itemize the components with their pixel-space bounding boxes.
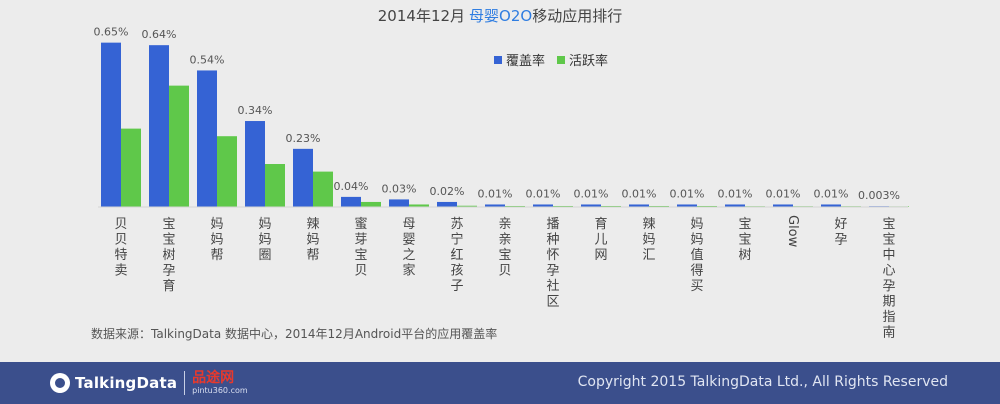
category-label-1: 宝宝树孕育 — [162, 217, 175, 294]
data-label-group: 0.65% 0.64% 0.54% 0.34% 0.23% 0.04% 0.03% 0.02%… — [94, 26, 900, 203]
data-label-13: 0.01% — [718, 187, 753, 200]
bar-active-1 — [169, 85, 189, 207]
bar-coverage-9 — [533, 204, 553, 207]
source-note: 数据来源：TalkingData 数据中心，2014年12月Android平台的… — [91, 326, 497, 341]
bar-active-0 — [121, 128, 141, 207]
bar-active-10 — [601, 205, 621, 207]
bar-coverage-2 — [197, 70, 217, 207]
title-highlight: 母婴O2O — [469, 7, 532, 25]
bar-coverage-12 — [677, 204, 697, 207]
footer-bar: TalkingData 品途网 pintu360.com Copyright 2… — [0, 362, 1000, 404]
data-label-14: 0.01% — [766, 187, 801, 200]
category-label-7: 苏宁红孩子 — [450, 216, 463, 294]
bar-active-3 — [265, 164, 285, 207]
data-label-7: 0.02% — [430, 185, 465, 198]
bar-active-8 — [505, 205, 525, 207]
legend-swatch-coverage — [494, 56, 502, 64]
bar-coverage-11 — [629, 204, 649, 207]
legend-label-active: 活跃率 — [569, 53, 608, 69]
data-label-1: 0.64% — [142, 28, 177, 41]
category-label-12: 妈妈值得买 — [690, 217, 703, 294]
bar-active-12 — [697, 205, 717, 207]
data-label-4: 0.23% — [286, 132, 321, 145]
brand-area: TalkingData 品途网 pintu360.com — [50, 370, 248, 396]
partner-name: 品途网 — [192, 370, 235, 386]
brand-name: TalkingData — [75, 374, 178, 392]
data-label-15: 0.01% — [814, 187, 849, 200]
title-prefix: 2014年12月 — [378, 7, 465, 25]
data-label-11: 0.01% — [622, 187, 657, 200]
data-label-0: 0.65% — [94, 26, 129, 39]
data-label-9: 0.01% — [526, 187, 561, 200]
bar-coverage-1 — [149, 45, 169, 207]
data-label-10: 0.01% — [574, 187, 609, 200]
bar-active-6 — [409, 204, 429, 207]
category-label-3: 妈妈圈 — [258, 217, 271, 263]
chart-title: 2014年12月 母婴O2O移动应用排行 — [378, 7, 622, 25]
category-label-9: 播种怀孕社区 — [546, 217, 559, 310]
bar-coverage-15 — [821, 204, 841, 207]
data-label-5: 0.04% — [334, 180, 369, 193]
bar-coverage-14 — [773, 204, 793, 207]
bar-active-9 — [553, 205, 573, 207]
category-label-13: 宝宝树 — [738, 217, 751, 263]
bar-coverage-3 — [245, 121, 265, 207]
category-label-0: 贝贝特卖 — [114, 217, 127, 279]
legend-label-coverage: 覆盖率 — [506, 53, 545, 69]
bar-active-5 — [361, 201, 381, 207]
talkingdata-logo-icon — [50, 373, 70, 393]
bar-coverage-10 — [581, 204, 601, 207]
brand-divider — [184, 371, 186, 395]
category-label-5: 蜜芽宝贝 — [354, 217, 367, 279]
partner-url: pintu360.com — [192, 386, 248, 395]
bar-coverage-0 — [101, 42, 121, 208]
category-label-11: 辣妈汇 — [642, 217, 655, 263]
bar-coverage-13 — [725, 204, 745, 207]
data-label-8: 0.01% — [478, 187, 513, 200]
data-label-12: 0.01% — [670, 187, 705, 200]
chart: 2014年12月 母婴O2O移动应用排行 0.65% 0.64% 0.54% 0.34%… — [91, 7, 909, 341]
data-label-2: 0.54% — [190, 53, 225, 66]
bar-active-4 — [313, 171, 333, 207]
category-label-group: 贝贝特卖 宝宝树孕育 妈妈帮 妈妈圈 辣妈帮 蜜芽宝贝 母婴之家 苏宁红孩子 亲亲宝贝 播种怀孕社… — [114, 215, 895, 341]
category-label-14: Glow — [785, 215, 800, 248]
legend-swatch-active — [557, 56, 565, 64]
category-label-15: 好孕 — [834, 217, 847, 248]
bar-active-11 — [649, 205, 669, 207]
category-label-16: 宝宝中心孕期指南 — [882, 217, 895, 341]
copyright-text: Copyright 2015 TalkingData Ltd., All Rig… — [577, 374, 948, 390]
category-label-6: 母婴之家 — [402, 217, 415, 279]
category-label-10: 育儿网 — [594, 216, 607, 263]
bar-active-2 — [217, 136, 237, 207]
bar-coverage-6 — [389, 199, 409, 207]
data-label-6: 0.03% — [382, 182, 417, 195]
legend: 覆盖率 活跃率 — [494, 53, 608, 69]
bar-group — [101, 42, 909, 208]
bar-active-7 — [457, 205, 477, 207]
bar-coverage-5 — [341, 196, 361, 207]
partner-logo: 品途网 pintu360.com — [192, 371, 247, 395]
data-label-3: 0.34% — [238, 104, 273, 117]
data-label-16: 0.003% — [858, 189, 900, 202]
category-label-2: 妈妈帮 — [210, 217, 223, 263]
category-label-8: 亲亲宝贝 — [498, 217, 511, 279]
category-label-4: 辣妈帮 — [306, 217, 319, 263]
bar-coverage-8 — [485, 204, 505, 207]
bar-coverage-4 — [293, 148, 313, 207]
title-suffix: 移动应用排行 — [532, 7, 622, 25]
bar-coverage-7 — [437, 201, 457, 207]
